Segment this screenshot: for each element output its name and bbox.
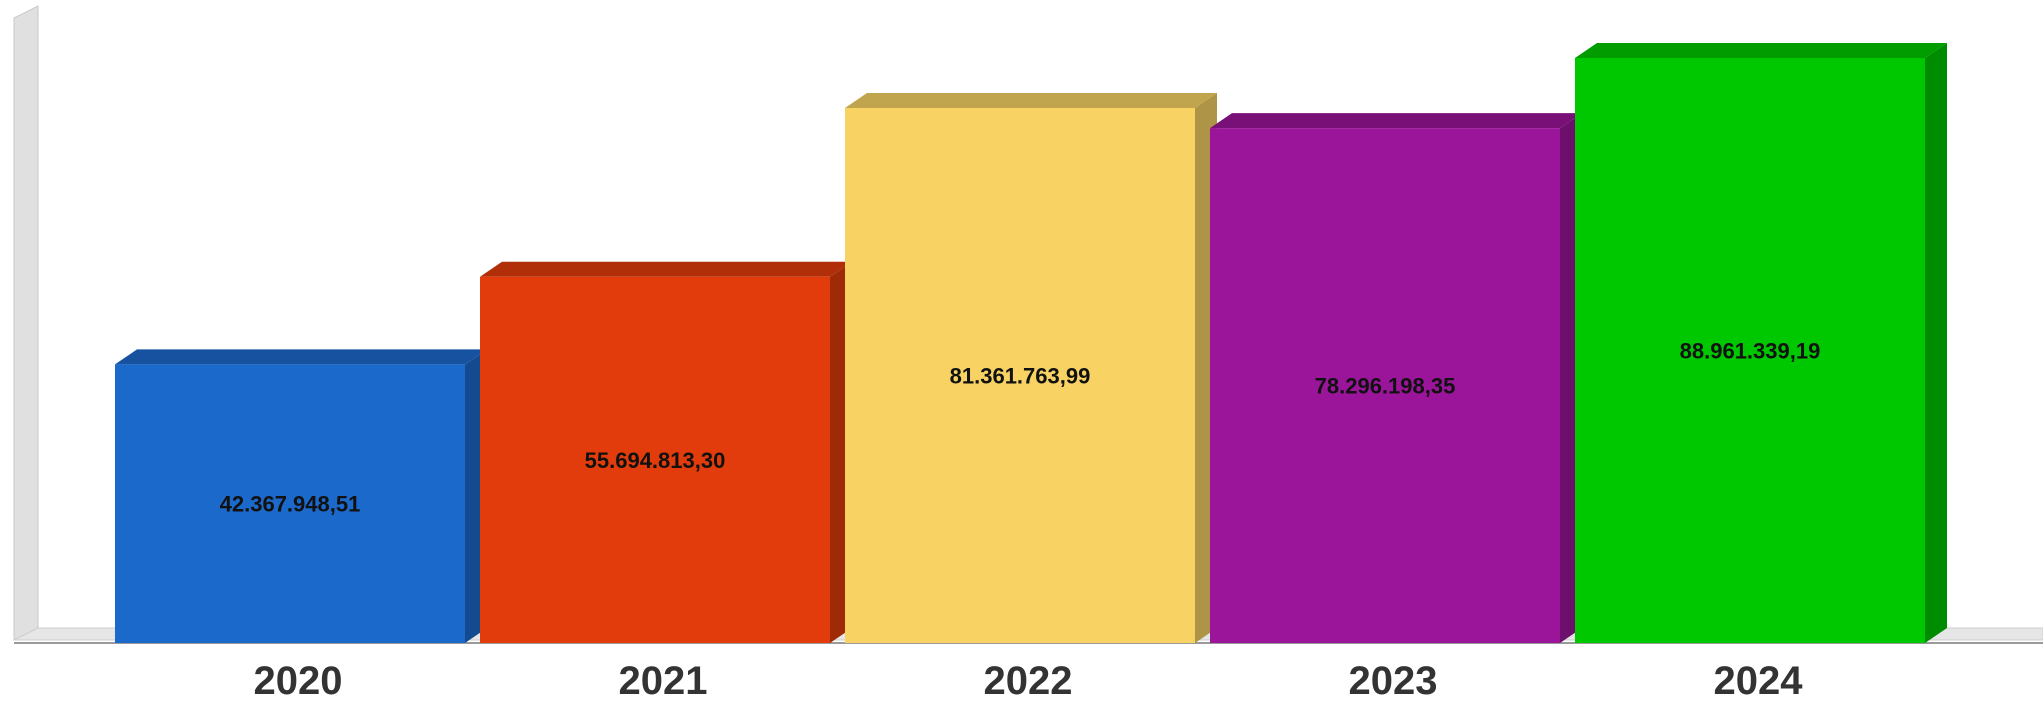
bar-front-2024: [1575, 58, 1925, 643]
bar-top-2022: [845, 92, 1217, 108]
x-tick-label-2020: 2020: [254, 659, 343, 702]
bar-front-2022: [845, 107, 1195, 643]
bar-2023: [1210, 113, 1582, 643]
x-tick-label-2023: 2023: [1349, 659, 1438, 702]
bar-top-2020: [115, 349, 487, 365]
bar-front-2021: [480, 276, 830, 643]
bar-top-2023: [1210, 113, 1582, 129]
bar-top-2024: [1575, 43, 1947, 58]
x-tick-label-2022: 2022: [984, 659, 1073, 702]
bar-side-2024: [1925, 43, 1947, 643]
value-labels-group: 42.367.948,51 55.694.813,30 81.361.763,99 7…: [220, 339, 1821, 517]
value-label-2021: 55.694.813,30: [585, 448, 726, 473]
chart-left-wall: [13, 5, 39, 641]
x-tick-labels-group: 2020 2021 2022 2023 2024: [254, 659, 1804, 702]
bar-2024: [1575, 43, 1947, 643]
value-label-2020: 42.367.948,51: [220, 492, 361, 517]
value-label-2024: 88.961.339,19: [1680, 339, 1821, 364]
bar-front-2023: [1210, 128, 1560, 643]
value-label-2022: 81.361.763,99: [950, 363, 1091, 388]
x-tick-label-2024: 2024: [1714, 659, 1804, 702]
bars-group: [115, 43, 1947, 643]
bar-front-2020: [115, 364, 465, 643]
value-label-2023: 78.296.198,35: [1315, 374, 1456, 399]
bar-top-2021: [480, 261, 852, 277]
bar-2020: [115, 349, 487, 643]
x-tick-label-2021: 2021: [619, 659, 708, 702]
